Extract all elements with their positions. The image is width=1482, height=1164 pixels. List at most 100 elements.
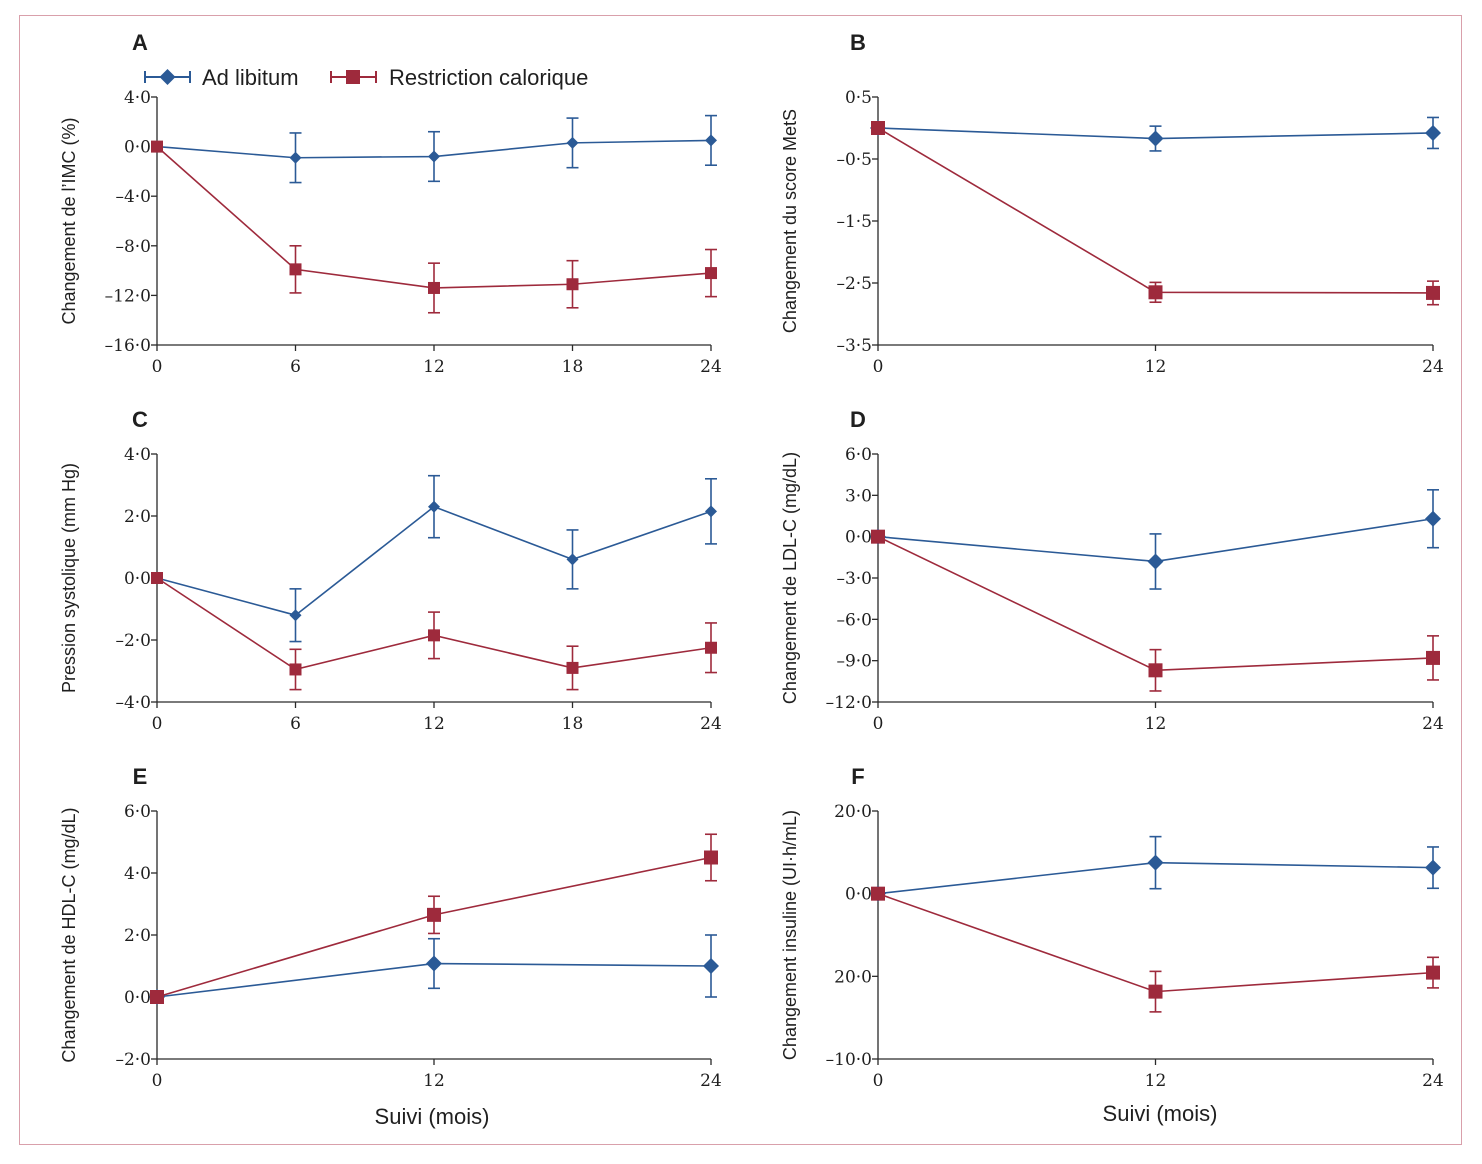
chart-panel-d: D 6·0 3·0 0·0 –3·0 –6·0 –9·0 –12·00 12 24 Changeme… bbox=[780, 407, 1444, 734]
data-point-ad-libitum bbox=[1425, 124, 1441, 141]
y-tick-label: –16·0 bbox=[105, 336, 151, 356]
data-point-restriction bbox=[151, 140, 163, 153]
legend-restriction-label: Restriction calorique bbox=[389, 65, 588, 90]
y-tick-label: 0·0 bbox=[845, 885, 872, 905]
x-tick-label: 12 bbox=[1145, 714, 1167, 734]
x-tick-label: 24 bbox=[1422, 1071, 1444, 1091]
y-tick-label: 0·0 bbox=[124, 138, 151, 158]
x-tick-label: 12 bbox=[1145, 1071, 1167, 1091]
data-point-restriction bbox=[289, 663, 302, 676]
data-point-ad-libitum bbox=[289, 609, 302, 622]
x-tick-label: 24 bbox=[1422, 714, 1444, 734]
data-point-ad-libitum bbox=[703, 958, 719, 974]
data-point-ad-libitum bbox=[566, 553, 579, 566]
data-point-restriction bbox=[1426, 650, 1440, 665]
y-axis-label: Changement de HDL-C (mg/dL) bbox=[59, 807, 79, 1062]
y-tick-label: –9·0 bbox=[836, 652, 872, 672]
y-tick-label: 0·0 bbox=[124, 569, 151, 589]
data-point-restriction bbox=[1148, 984, 1163, 999]
data-point-restriction bbox=[871, 886, 885, 901]
y-tick-label: 6·0 bbox=[845, 445, 872, 465]
data-point-restriction bbox=[1426, 285, 1440, 300]
data-point-restriction bbox=[428, 281, 440, 294]
y-axis-label: Changement insuline (UI·h/mL) bbox=[780, 810, 800, 1060]
y-tick-label: –2·5 bbox=[836, 274, 872, 294]
legend: Ad libitum Restriction calorique bbox=[144, 65, 588, 90]
data-point-restriction bbox=[871, 529, 885, 544]
chart-panel-f: F 20·0 0·0 20·0 –10·00 12 24 Changement insulin… bbox=[780, 764, 1444, 1091]
panel-letter: D bbox=[850, 407, 866, 432]
data-point-restriction bbox=[150, 990, 164, 1004]
x-axis-label-left: Suivi (mois) bbox=[375, 1104, 490, 1129]
legend-ad-libitum-label: Ad libitum bbox=[202, 65, 299, 90]
data-point-ad-libitum bbox=[1425, 510, 1441, 527]
data-point-ad-libitum bbox=[1147, 130, 1164, 147]
y-tick-label: –2·0 bbox=[115, 631, 151, 651]
y-tick-label: –12·0 bbox=[105, 286, 151, 306]
data-point-restriction bbox=[871, 121, 885, 135]
x-axis-label-right: Suivi (mois) bbox=[1103, 1101, 1218, 1126]
figure-border bbox=[19, 15, 1462, 1145]
data-point-restriction bbox=[705, 641, 717, 654]
y-tick-label: 2·0 bbox=[124, 926, 151, 946]
x-tick-label: 12 bbox=[423, 1071, 445, 1091]
panel-letter: F bbox=[851, 764, 864, 789]
legend-ad-libitum-marker bbox=[159, 69, 176, 85]
x-tick-label: 6 bbox=[290, 714, 301, 734]
panel-letter: A bbox=[132, 30, 148, 55]
x-tick-label: 18 bbox=[562, 714, 584, 734]
x-tick-label: 24 bbox=[1422, 357, 1444, 377]
x-tick-label: 24 bbox=[700, 1071, 722, 1091]
y-axis-label: Changement de LDL-C (mg/dL) bbox=[780, 452, 800, 704]
y-tick-label: 4·0 bbox=[124, 88, 151, 108]
chart-panel-a: A 4·0 0·0 –4·0 –8·0 –12·0 –16·00 6 12 18 24 Changem… bbox=[59, 30, 722, 377]
y-tick-label: 3·0 bbox=[845, 486, 872, 506]
y-tick-label: 0·0 bbox=[845, 528, 872, 548]
y-tick-label: 2·0 bbox=[124, 507, 151, 527]
chart-panel-c: C 4·0 2·0 0·0 –2·0 –4·00 6 12 18 24 Pression systo… bbox=[59, 407, 722, 734]
chart-panel-e: E 6·0 4·0 2·0 0·0 –2·00 12 24 Changement de HDL-… bbox=[59, 764, 722, 1091]
x-tick-label: 12 bbox=[423, 357, 445, 377]
y-tick-label: –12·0 bbox=[826, 693, 872, 713]
y-tick-label: –4·0 bbox=[115, 693, 151, 713]
x-tick-label: 0 bbox=[873, 357, 884, 377]
y-axis-label: Pression systolique (mm Hg) bbox=[59, 463, 79, 693]
data-point-ad-libitum bbox=[1147, 553, 1164, 570]
data-point-restriction bbox=[1148, 663, 1163, 678]
x-tick-label: 0 bbox=[873, 714, 884, 734]
legend-restriction-marker bbox=[346, 70, 360, 84]
x-tick-label: 24 bbox=[700, 714, 722, 734]
data-point-restriction bbox=[704, 850, 718, 865]
y-tick-label: –4·0 bbox=[115, 187, 151, 207]
x-tick-label: 0 bbox=[152, 357, 163, 377]
data-point-restriction bbox=[428, 629, 440, 642]
y-tick-label: 0·5 bbox=[845, 88, 872, 108]
chart-panel-b: B 0·5 –0·5 –1·5 –2·5 –3·50 12 24 Changement du s… bbox=[780, 30, 1444, 377]
x-tick-label: 6 bbox=[290, 357, 301, 377]
y-tick-label: –10·0 bbox=[826, 1050, 872, 1070]
y-tick-label: 6·0 bbox=[124, 802, 151, 822]
data-point-ad-libitum bbox=[1147, 854, 1164, 871]
panel-letter: C bbox=[132, 407, 148, 432]
data-point-ad-libitum bbox=[705, 505, 717, 518]
data-point-ad-libitum bbox=[428, 500, 440, 513]
data-point-restriction bbox=[151, 572, 163, 584]
data-point-ad-libitum bbox=[289, 151, 302, 164]
y-tick-label: –2·0 bbox=[115, 1050, 151, 1070]
panel-letter: E bbox=[133, 764, 148, 789]
y-tick-label: 4·0 bbox=[124, 864, 151, 884]
x-tick-label: 0 bbox=[152, 1071, 163, 1091]
y-tick-label: –3·5 bbox=[836, 336, 872, 356]
y-tick-label: –1·5 bbox=[836, 212, 872, 232]
panel-letter: B bbox=[850, 30, 866, 55]
data-point-restriction bbox=[566, 278, 579, 291]
y-tick-label: –3·0 bbox=[836, 569, 872, 589]
x-tick-label: 12 bbox=[1145, 357, 1167, 377]
y-tick-label: 4·0 bbox=[124, 445, 151, 465]
data-point-ad-libitum bbox=[428, 150, 440, 163]
y-tick-label: 20·0 bbox=[834, 802, 872, 822]
y-tick-label: 0·0 bbox=[124, 988, 151, 1008]
x-tick-label: 24 bbox=[700, 357, 722, 377]
x-tick-label: 0 bbox=[152, 714, 163, 734]
